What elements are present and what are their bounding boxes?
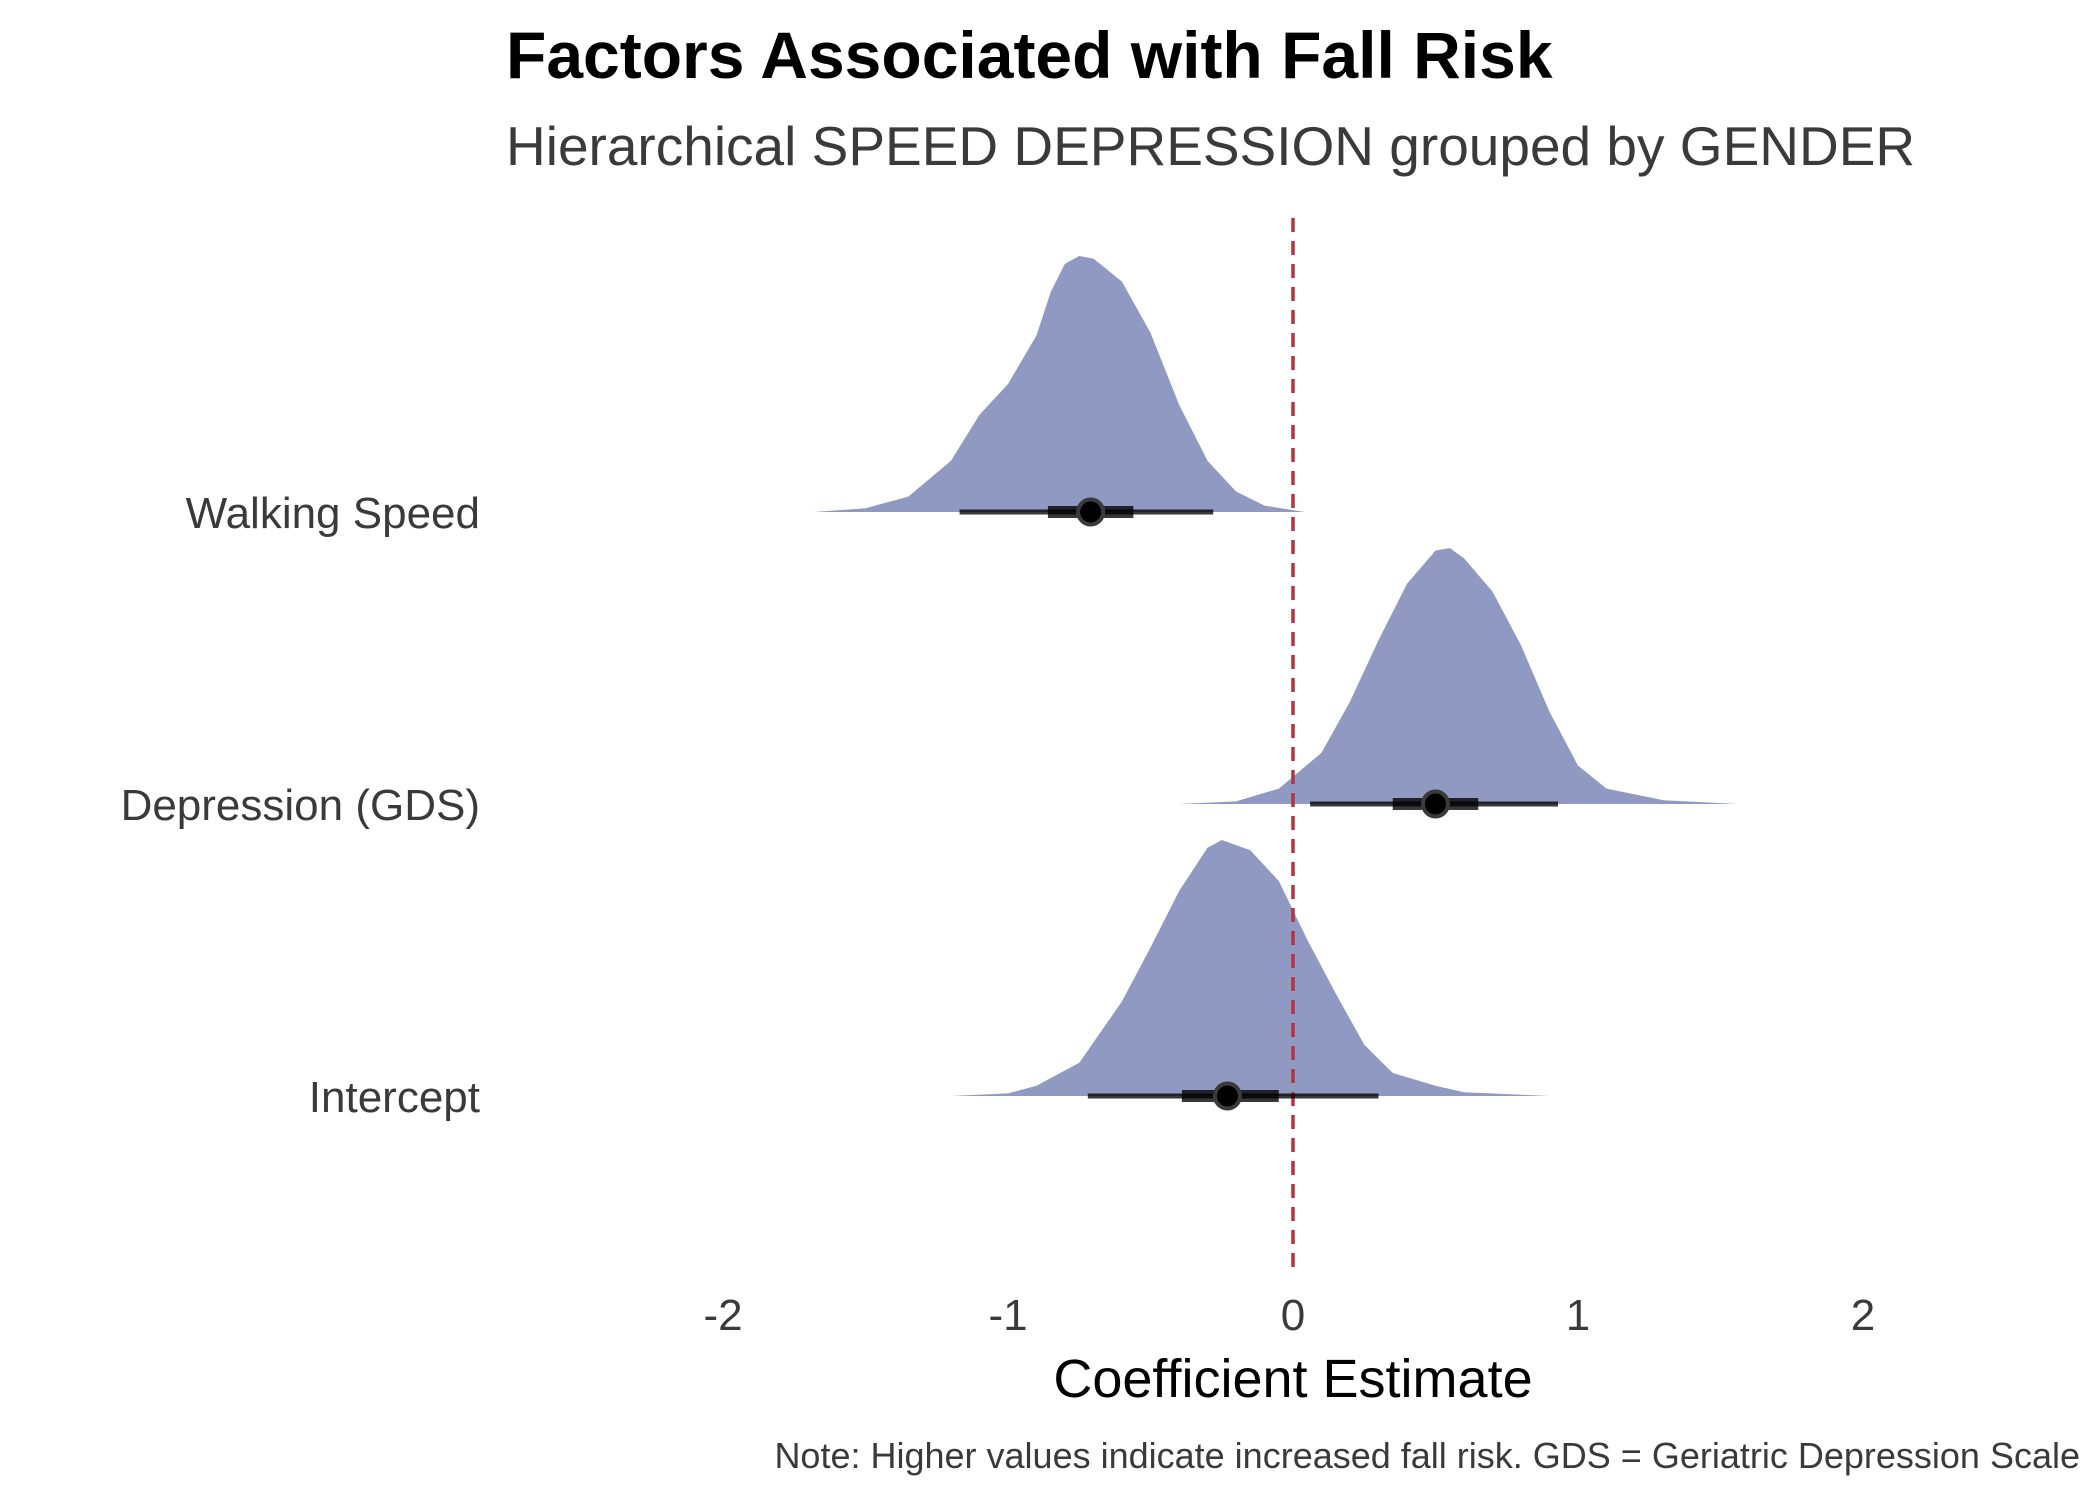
density-depression-gds: [1179, 548, 1738, 804]
x-tick-label: -1: [988, 1291, 1027, 1340]
interval-layer: [959, 497, 1559, 1111]
x-tick-label: -2: [703, 1291, 742, 1340]
chart-subtitle: Hierarchical SPEED DEPRESSION grouped by…: [506, 115, 1915, 177]
y-label-depression-gds: Depression (GDS): [121, 781, 480, 830]
density-layer: [814, 256, 1738, 1096]
point-estimate-depression-gds: [1421, 789, 1450, 819]
chart-caption: Note: Higher values indicate increased f…: [774, 1435, 2080, 1476]
density-intercept: [951, 840, 1550, 1096]
x-tick-label: 0: [1281, 1291, 1305, 1340]
y-label-walking-speed: Walking Speed: [186, 489, 480, 538]
y-axis-labels: Walking Speed Depression (GDS) Intercept: [121, 489, 480, 1122]
chart-title: Factors Associated with Fall Risk: [506, 18, 1553, 92]
x-tick-label: 1: [1566, 1291, 1590, 1340]
y-label-intercept: Intercept: [309, 1073, 480, 1122]
x-tick-label: 2: [1851, 1291, 1875, 1340]
point-estimate-walking-speed: [1076, 497, 1106, 527]
x-axis-ticks: -2 -1 0 1 2: [703, 1291, 1875, 1340]
density-walking-speed: [814, 256, 1305, 512]
point-estimate-intercept: [1212, 1081, 1242, 1111]
x-axis-label: Coefficient Estimate: [1053, 1349, 1532, 1409]
